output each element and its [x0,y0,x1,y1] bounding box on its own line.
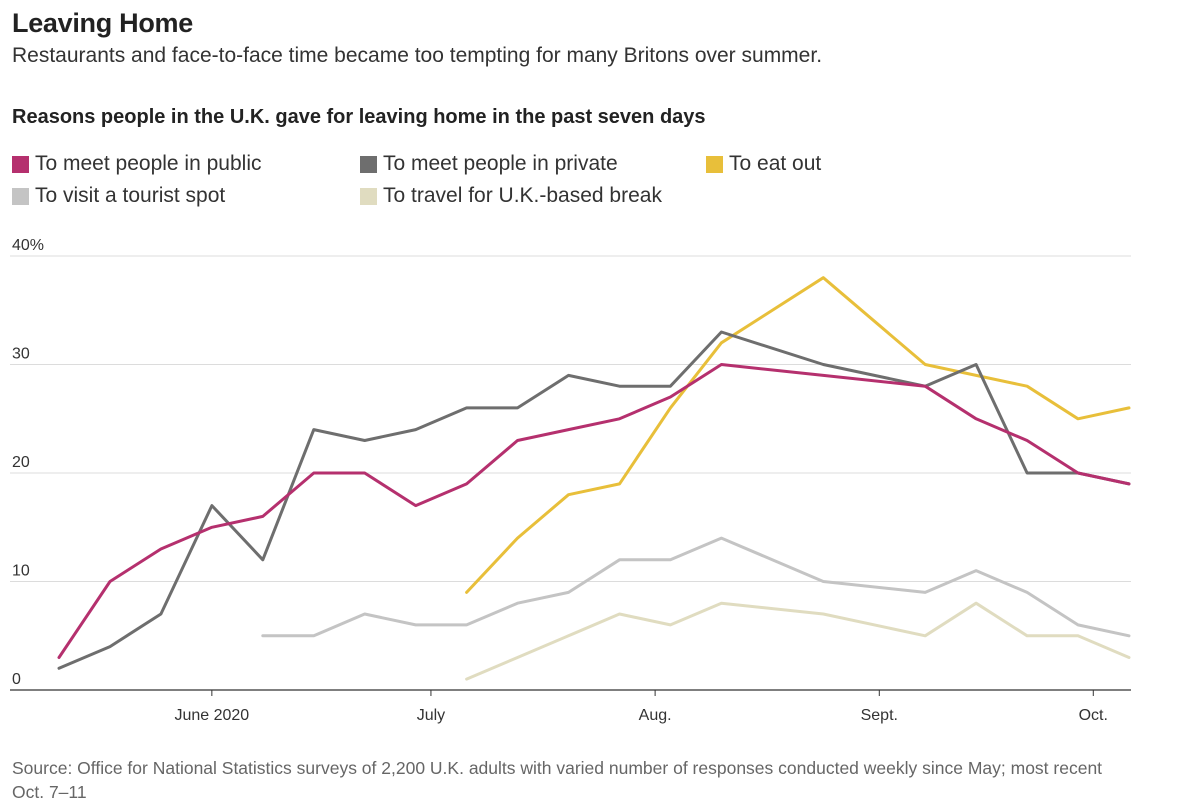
legend-swatch-tourist [12,187,29,205]
legend-label-public: To meet people in public [35,152,262,175]
series-line-1 [57,330,1131,670]
legend-item-public: To meet people in public [12,152,261,176]
x-tick-label-0: June 2020 [174,707,249,724]
legend-item-tourist: To visit a tourist spot [12,184,225,208]
series-line-4 [465,601,1131,681]
y-tick-label-10: 10 [12,563,30,580]
page-subtitle: Restaurants and face-to-face time became… [12,44,823,67]
y-tick-label-40: 40% [12,237,44,254]
legend-swatch-private [360,155,377,173]
page-title: Leaving Home [12,8,193,38]
legend-item-private: To meet people in private [360,152,618,176]
series-line-2 [465,276,1131,594]
x-tick-label-1: July [417,707,445,724]
legend-swatch-public [12,155,29,173]
y-tick-label-0: 0 [12,671,21,688]
legend-label-travel: To travel for U.K.-based break [383,184,662,207]
legend-item-travel: To travel for U.K.-based break [360,184,662,208]
legend-label-tourist: To visit a tourist spot [35,184,226,207]
x-tick-label-3: Sept. [861,707,898,724]
x-tick-label-2: Aug. [639,707,672,724]
legend-swatch-eat-out [706,155,723,173]
legend-label-private: To meet people in private [383,152,618,175]
y-tick-label-20: 20 [12,454,30,471]
chart-heading: Reasons people in the U.K. gave for leav… [12,106,706,128]
x-tick-label-4: Oct. [1079,707,1108,724]
series-line-3 [261,536,1131,638]
y-tick-label-30: 30 [12,346,30,363]
source-note: Source: Office for National Statistics s… [12,758,1103,802]
legend-item-eat-out: To eat out [706,152,821,176]
series-line-0 [57,363,1131,659]
legend-label-eat-out: To eat out [729,152,822,175]
legend-swatch-travel [360,187,377,205]
